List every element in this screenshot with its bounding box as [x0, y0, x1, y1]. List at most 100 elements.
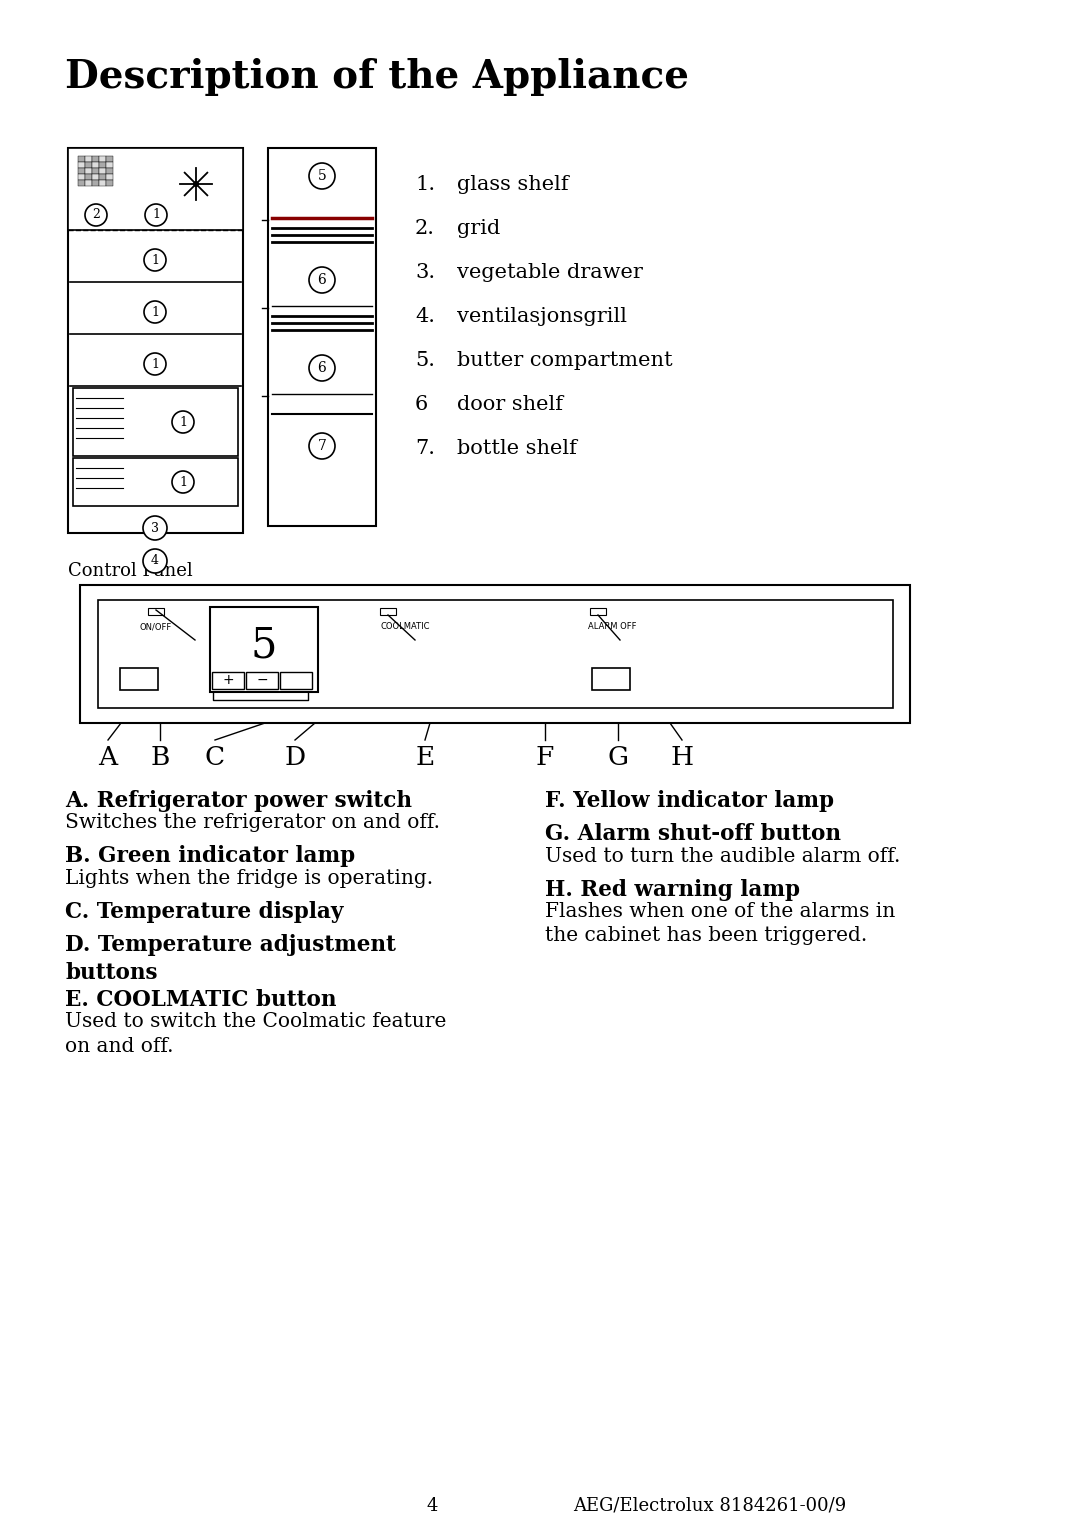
Text: 4: 4 — [151, 555, 159, 567]
Circle shape — [172, 411, 194, 433]
Text: 6: 6 — [318, 274, 326, 287]
Text: G: G — [607, 745, 629, 771]
Text: Control Panel: Control Panel — [68, 563, 192, 579]
Bar — [592, 668, 630, 690]
Bar — [98, 599, 893, 708]
Bar — [106, 168, 112, 173]
Bar — [85, 162, 92, 168]
Text: 1: 1 — [179, 476, 187, 488]
Bar — [73, 459, 238, 506]
Text: 6: 6 — [415, 394, 429, 414]
Text: ventilasjonsgrill: ventilasjonsgrill — [457, 307, 627, 326]
Circle shape — [144, 353, 166, 375]
Bar — [85, 174, 92, 179]
Text: 1: 1 — [179, 416, 187, 428]
Text: E. COOLMATIC button: E. COOLMATIC button — [65, 989, 337, 1011]
Bar — [99, 162, 106, 168]
Text: ALARM OFF: ALARM OFF — [588, 622, 636, 631]
Text: 7.: 7. — [415, 439, 435, 459]
Bar — [106, 162, 112, 168]
Text: 4.: 4. — [415, 307, 435, 326]
Circle shape — [172, 471, 194, 492]
Text: AEG/Electrolux 8184261-00/9: AEG/Electrolux 8184261-00/9 — [573, 1497, 847, 1515]
Text: 1: 1 — [152, 208, 160, 222]
Text: D: D — [284, 745, 306, 771]
Bar — [120, 668, 158, 690]
Bar — [106, 174, 112, 179]
Text: C. Temperature display: C. Temperature display — [65, 901, 343, 924]
Bar — [78, 156, 84, 162]
Text: 5: 5 — [251, 624, 278, 667]
Text: 1: 1 — [151, 358, 159, 370]
Text: 2: 2 — [92, 208, 100, 222]
Text: Switches the refrigerator on and off.: Switches the refrigerator on and off. — [65, 813, 440, 832]
Text: E: E — [416, 745, 434, 771]
Text: G. Alarm shut-off button: G. Alarm shut-off button — [545, 824, 841, 846]
Text: 1.: 1. — [415, 174, 435, 194]
Text: Lights when the fridge is operating.: Lights when the fridge is operating. — [65, 868, 433, 888]
Bar — [92, 162, 98, 168]
Text: Used to turn the audible alarm off.: Used to turn the audible alarm off. — [545, 847, 901, 865]
Bar — [73, 388, 238, 456]
Bar — [268, 148, 376, 526]
Bar — [80, 586, 910, 723]
Text: H: H — [671, 745, 693, 771]
Text: 5: 5 — [318, 170, 326, 183]
Bar — [85, 156, 92, 162]
Bar — [280, 673, 312, 690]
Circle shape — [144, 249, 166, 271]
Bar — [99, 168, 106, 173]
Text: A. Refrigerator power switch: A. Refrigerator power switch — [65, 790, 411, 812]
Bar — [99, 180, 106, 185]
Circle shape — [309, 355, 335, 381]
Text: .: . — [295, 901, 301, 924]
Circle shape — [143, 515, 167, 540]
Bar — [99, 174, 106, 179]
Text: 2.: 2. — [415, 219, 435, 239]
Text: vegetable drawer: vegetable drawer — [457, 263, 643, 281]
Circle shape — [309, 433, 335, 459]
Bar — [92, 174, 98, 179]
Text: B: B — [150, 745, 170, 771]
Bar — [78, 168, 84, 173]
Circle shape — [143, 549, 167, 573]
Text: 3: 3 — [151, 521, 159, 535]
Text: butter compartment: butter compartment — [457, 352, 673, 370]
Text: B. Green indicator lamp: B. Green indicator lamp — [65, 846, 355, 867]
Bar — [106, 180, 112, 185]
Text: ON/OFF: ON/OFF — [140, 622, 172, 631]
Text: +: + — [222, 673, 233, 687]
Bar — [85, 180, 92, 185]
Text: D. Temperature adjustment
buttons: D. Temperature adjustment buttons — [65, 934, 396, 985]
Text: 6: 6 — [318, 361, 326, 375]
Bar — [106, 156, 112, 162]
Text: H. Red warning lamp: H. Red warning lamp — [545, 879, 800, 901]
Bar — [92, 168, 98, 173]
Text: C: C — [205, 745, 225, 771]
Circle shape — [309, 164, 335, 190]
Bar — [148, 609, 164, 615]
Circle shape — [193, 180, 199, 187]
Bar — [212, 673, 244, 690]
Text: COOLMATIC: COOLMATIC — [380, 622, 430, 631]
Bar — [380, 609, 396, 615]
Text: glass shelf: glass shelf — [457, 174, 569, 194]
Bar — [78, 174, 84, 179]
Text: Description of the Appliance: Description of the Appliance — [65, 58, 689, 96]
Text: 5.: 5. — [415, 352, 435, 370]
Bar — [92, 156, 98, 162]
Text: 7: 7 — [318, 439, 326, 453]
Circle shape — [144, 301, 166, 323]
Circle shape — [85, 203, 107, 226]
Text: 1: 1 — [151, 306, 159, 318]
Circle shape — [309, 268, 335, 294]
Bar — [246, 673, 278, 690]
Bar — [68, 148, 243, 229]
Text: Used to switch the Coolmatic feature
on and off.: Used to switch the Coolmatic feature on … — [65, 1012, 446, 1055]
Text: 1: 1 — [151, 254, 159, 266]
Text: 4: 4 — [427, 1497, 437, 1515]
Text: bottle shelf: bottle shelf — [457, 439, 577, 459]
Bar — [210, 607, 318, 693]
Bar — [99, 156, 106, 162]
Text: −: − — [256, 673, 268, 687]
